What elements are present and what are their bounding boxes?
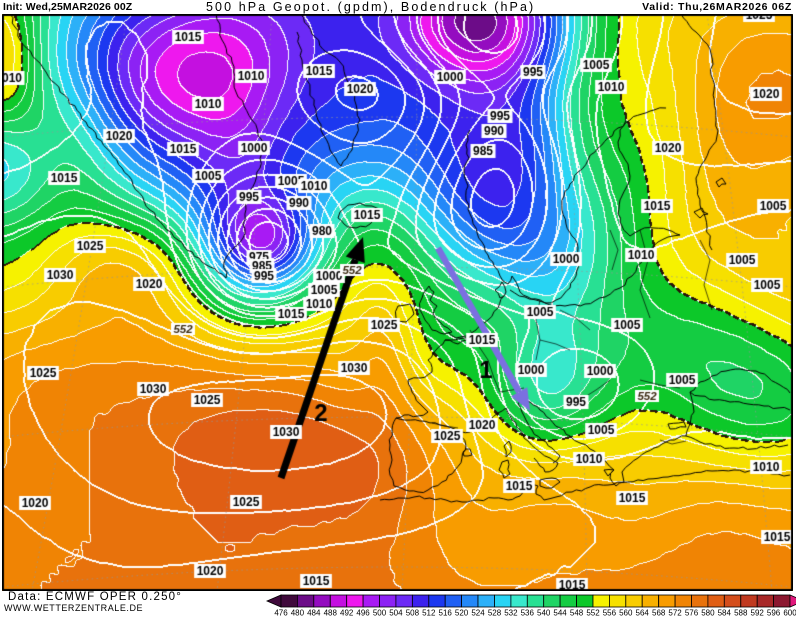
- svg-text:572: 572: [668, 609, 682, 618]
- svg-text:560: 560: [619, 609, 633, 618]
- svg-text:564: 564: [636, 609, 650, 618]
- svg-text:480: 480: [291, 609, 305, 618]
- svg-text:556: 556: [603, 609, 617, 618]
- svg-text:544: 544: [553, 609, 567, 618]
- svg-text:528: 528: [488, 609, 502, 618]
- svg-text:500: 500: [373, 609, 387, 618]
- svg-text:552: 552: [586, 609, 600, 618]
- svg-text:492: 492: [340, 609, 354, 618]
- svg-text:504: 504: [389, 609, 403, 618]
- svg-text:584: 584: [718, 609, 732, 618]
- svg-text:516: 516: [439, 609, 453, 618]
- svg-text:532: 532: [504, 609, 518, 618]
- svg-text:476: 476: [274, 609, 288, 618]
- svg-text:520: 520: [455, 609, 469, 618]
- svg-text:580: 580: [701, 609, 715, 618]
- svg-text:536: 536: [521, 609, 535, 618]
- svg-text:524: 524: [471, 609, 485, 618]
- svg-text:548: 548: [570, 609, 584, 618]
- svg-text:508: 508: [406, 609, 420, 618]
- svg-text:576: 576: [685, 609, 699, 618]
- svg-text:540: 540: [537, 609, 551, 618]
- svg-text:496: 496: [356, 609, 370, 618]
- svg-text:596: 596: [767, 609, 781, 618]
- svg-text:512: 512: [422, 609, 436, 618]
- svg-text:488: 488: [324, 609, 338, 618]
- svg-text:600: 600: [783, 609, 796, 618]
- svg-text:588: 588: [734, 609, 748, 618]
- svg-text:484: 484: [307, 609, 321, 618]
- svg-text:568: 568: [652, 609, 666, 618]
- svg-text:592: 592: [751, 609, 765, 618]
